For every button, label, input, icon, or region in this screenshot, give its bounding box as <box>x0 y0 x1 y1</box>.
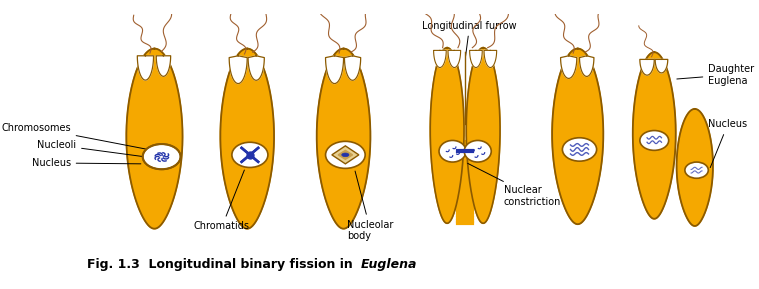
Text: Nuclear
constriction: Nuclear constriction <box>468 163 562 207</box>
Text: Longitudinal furrow: Longitudinal furrow <box>422 21 517 57</box>
Ellipse shape <box>232 142 268 167</box>
Polygon shape <box>156 56 171 76</box>
Polygon shape <box>640 60 654 75</box>
Ellipse shape <box>439 140 466 162</box>
Polygon shape <box>332 146 359 164</box>
Polygon shape <box>561 56 577 78</box>
Ellipse shape <box>143 144 181 169</box>
Text: Nucleus: Nucleus <box>32 158 141 168</box>
Polygon shape <box>580 56 594 76</box>
Text: Nucleoli: Nucleoli <box>37 140 154 158</box>
Text: Daughter
Euglena: Daughter Euglena <box>677 64 754 86</box>
Polygon shape <box>448 50 461 68</box>
Polygon shape <box>484 50 496 68</box>
Polygon shape <box>470 50 482 68</box>
Ellipse shape <box>465 140 491 162</box>
Polygon shape <box>220 49 274 229</box>
Text: Chromatids: Chromatids <box>194 170 250 231</box>
Polygon shape <box>433 50 446 68</box>
Polygon shape <box>345 56 361 80</box>
Polygon shape <box>137 56 153 80</box>
Polygon shape <box>339 150 353 159</box>
Text: Nucleolar
body: Nucleolar body <box>348 171 394 241</box>
Polygon shape <box>655 60 668 73</box>
Polygon shape <box>248 56 264 80</box>
Polygon shape <box>430 48 464 223</box>
Polygon shape <box>552 49 603 224</box>
Polygon shape <box>633 52 676 219</box>
Polygon shape <box>326 56 344 84</box>
Ellipse shape <box>685 162 708 178</box>
Polygon shape <box>676 109 713 226</box>
Ellipse shape <box>562 138 597 161</box>
Polygon shape <box>466 48 500 223</box>
Ellipse shape <box>326 141 365 168</box>
Polygon shape <box>126 49 182 229</box>
Text: Chromosomes: Chromosomes <box>1 123 150 150</box>
Text: Fig. 1.3  Longitudinal binary fission in: Fig. 1.3 Longitudinal binary fission in <box>87 258 357 271</box>
Text: Euglena: Euglena <box>361 258 417 271</box>
Polygon shape <box>229 56 247 84</box>
Ellipse shape <box>342 153 349 157</box>
Ellipse shape <box>640 131 669 150</box>
Text: Nucleus: Nucleus <box>708 119 748 168</box>
Polygon shape <box>317 49 370 229</box>
